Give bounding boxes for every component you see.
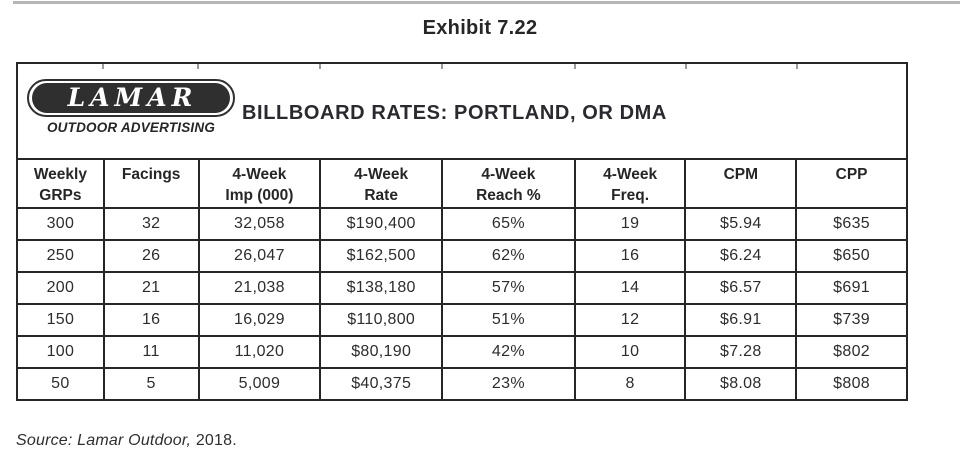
table-cell: 250 (16, 239, 105, 273)
table-cell: 57% (441, 271, 576, 305)
lamar-logo-mark: LAMAR (27, 79, 235, 117)
table-cell: 32 (102, 207, 200, 241)
table-cell: $7.28 (684, 335, 798, 369)
table-cell: 26,047 (197, 239, 322, 273)
table-cell: 5 (102, 367, 200, 401)
table-cell: $6.91 (684, 303, 798, 337)
table-cell: $808 (795, 367, 908, 401)
brand-banner-cell: LAMAR OUTDOOR ADVERTISING BILLBOARD RATE… (16, 62, 908, 160)
table-cell: $802 (795, 335, 908, 369)
table-row: 300 32 32,058 $190,400 65% 19 $5.94 $635 (16, 207, 908, 241)
logo-tagline: OUTDOOR ADVERTISING (46, 120, 216, 135)
column-header-4week-rate: 4-Week Rate (319, 158, 444, 209)
top-divider-rule (13, 1, 960, 4)
table-cell: 51% (441, 303, 576, 337)
table-cell: 50 (16, 367, 105, 401)
table-title: BILLBOARD RATES: PORTLAND, OR DMA (242, 101, 667, 124)
lamar-logo-pill: LAMAR (32, 83, 230, 113)
column-tick (441, 64, 443, 69)
table-cell: $190,400 (319, 207, 444, 241)
column-header-4week-imp: 4-Week Imp (000) (197, 158, 322, 209)
table-cell: $6.24 (684, 239, 798, 273)
table-row: 100 11 11,020 $80,190 42% 10 $7.28 $802 (16, 335, 908, 369)
table-cell: $138,180 (319, 271, 444, 305)
table-cell: 23% (441, 367, 576, 401)
table-cell: 65% (441, 207, 576, 241)
table-cell: $5.94 (684, 207, 798, 241)
source-note: Source: Lamar Outdoor, 2018. (16, 432, 237, 450)
table-cell: 16 (573, 239, 687, 273)
column-tick (197, 64, 199, 69)
table-cell: 32,058 (197, 207, 322, 241)
table-cell: $162,500 (319, 239, 444, 273)
table-cell: 21 (102, 271, 200, 305)
table-cell: 200 (16, 271, 105, 305)
exhibit-title: Exhibit 7.22 (422, 17, 538, 39)
table-cell: 8 (573, 367, 687, 401)
billboard-rates-table: LAMAR OUTDOOR ADVERTISING BILLBOARD RATE… (16, 62, 908, 401)
table-cell: 21,038 (197, 271, 322, 305)
table-cell: 19 (573, 207, 687, 241)
table-cell: 16 (102, 303, 200, 337)
lamar-logo: LAMAR OUTDOOR ADVERTISING (27, 79, 235, 135)
logo-brand-text: LAMAR (67, 82, 198, 112)
table-cell: 12 (573, 303, 687, 337)
column-header-4week-freq: 4-Week Freq. (573, 158, 687, 209)
table-cell: $650 (795, 239, 908, 273)
table-header-row: Weekly GRPs Facings 4-Week Imp (000) 4-W… (16, 158, 908, 209)
table-cell: 14 (573, 271, 687, 305)
column-tick (685, 64, 687, 69)
table-row: 50 5 5,009 $40,375 23% 8 $8.08 $808 (16, 367, 908, 401)
table-cell: $6.57 (684, 271, 798, 305)
column-tick (319, 64, 321, 69)
table-cell: 5,009 (197, 367, 322, 401)
table-row: 200 21 21,038 $138,180 57% 14 $6.57 $691 (16, 271, 908, 305)
column-tick (102, 64, 104, 69)
table-cell: $635 (795, 207, 908, 241)
source-text-italic: Source: Lamar Outdoor, (16, 432, 192, 449)
table-cell: 11,020 (197, 335, 322, 369)
table-cell: 62% (441, 239, 576, 273)
table-cell: 150 (16, 303, 105, 337)
table-cell: 11 (102, 335, 200, 369)
table-cell: 300 (16, 207, 105, 241)
table-cell: 42% (441, 335, 576, 369)
table-cell: $8.08 (684, 367, 798, 401)
table-cell: $691 (795, 271, 908, 305)
source-year: 2018. (191, 432, 237, 449)
column-header-4week-reach: 4-Week Reach % (441, 158, 576, 209)
table-cell: 26 (102, 239, 200, 273)
table-cell: $80,190 (319, 335, 444, 369)
column-header-weekly-grps: Weekly GRPs (16, 158, 105, 209)
column-tick (796, 64, 798, 69)
table-cell: 10 (573, 335, 687, 369)
table-cell: 16,029 (197, 303, 322, 337)
table-cell: $40,375 (319, 367, 444, 401)
brand-banner-row: LAMAR OUTDOOR ADVERTISING BILLBOARD RATE… (16, 62, 908, 160)
column-header-facings: Facings (102, 158, 200, 209)
brand-banner: LAMAR OUTDOOR ADVERTISING BILLBOARD RATE… (27, 79, 902, 135)
table-row: 250 26 26,047 $162,500 62% 16 $6.24 $650 (16, 239, 908, 273)
table-cell: 100 (16, 335, 105, 369)
table-cell: $739 (795, 303, 908, 337)
table-cell: $110,800 (319, 303, 444, 337)
column-header-cpm: CPM (684, 158, 798, 209)
column-tick (574, 64, 576, 69)
table-row: 150 16 16,029 $110,800 51% 12 $6.91 $739 (16, 303, 908, 337)
column-header-cpp: CPP (795, 158, 908, 209)
